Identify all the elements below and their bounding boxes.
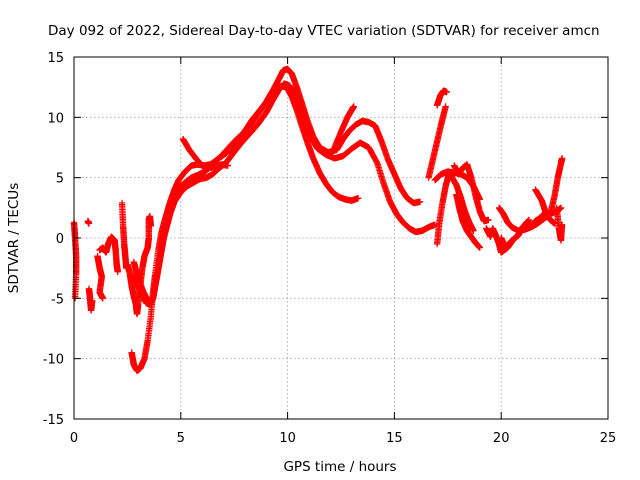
data-point: [99, 295, 107, 302]
x-tick-label: 20: [493, 431, 510, 446]
x-axis-label: GPS time / hours: [283, 459, 396, 475]
data-point: [558, 155, 566, 162]
series-track-17: [453, 191, 484, 251]
y-tick-label: -15: [43, 413, 64, 428]
series-track-7: [118, 199, 155, 318]
series-track-4: [94, 252, 107, 302]
y-tick-label: -5: [51, 292, 64, 307]
data-point: [224, 162, 231, 169]
data-point: [85, 220, 93, 227]
data-point: [416, 198, 424, 205]
x-tick-label: 25: [600, 431, 617, 446]
series-track-10: [128, 82, 362, 374]
y-tick-label: 5: [56, 172, 64, 187]
series-track-18: [451, 161, 492, 225]
data-point: [558, 221, 566, 228]
data-point: [476, 244, 484, 251]
grid-lines: [74, 57, 608, 419]
series-track-19: [483, 155, 566, 256]
x-tick-label: 0: [70, 431, 78, 446]
data-point: [443, 88, 450, 96]
series-track-2: [84, 217, 93, 227]
data-point: [485, 216, 492, 224]
series-track-22: [532, 186, 558, 227]
x-tick-label: 10: [279, 431, 296, 446]
data-point: [114, 268, 121, 275]
data-point: [88, 297, 96, 304]
y-tick-label: -10: [43, 353, 64, 368]
tick-labels: 0 5 10 15 20 25 -15 -10 -5 0 5 10 15: [43, 51, 617, 446]
data-series: [70, 65, 566, 374]
data-point: [147, 222, 155, 230]
y-tick-label: 0: [56, 232, 64, 247]
axis-ticks: [73, 56, 609, 420]
series-track-13: [425, 103, 449, 181]
series-track-12: [331, 103, 358, 151]
data-point: [354, 194, 362, 202]
series-track-3: [85, 285, 96, 314]
x-tick-label: 15: [386, 431, 403, 446]
series-track-5: [96, 240, 112, 256]
series-track-6: [104, 233, 121, 275]
series-track-11: [179, 135, 231, 172]
x-tick-label: 5: [177, 431, 185, 446]
data-point: [470, 227, 477, 234]
series-track-23: [553, 204, 566, 244]
series-track-21: [498, 216, 533, 251]
y-tick-label: 10: [47, 111, 64, 126]
chart-title: Day 092 of 2022, Sidereal Day-to-day VTE…: [48, 23, 600, 39]
y-tick-label: 15: [47, 51, 64, 66]
y-axis-label: SDTVAR / TECUs: [6, 183, 22, 293]
data-point: [442, 103, 449, 110]
data-point: [525, 216, 533, 224]
series-track-14: [433, 87, 450, 109]
data-point: [350, 103, 358, 110]
series-track-1: [70, 219, 80, 302]
